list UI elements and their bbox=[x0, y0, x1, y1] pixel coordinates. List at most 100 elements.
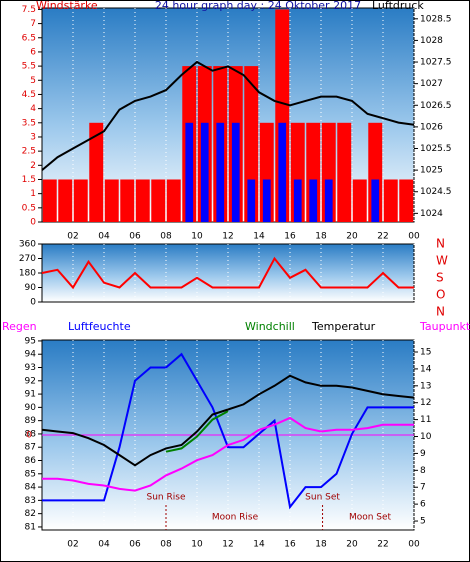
wind-bar bbox=[352, 179, 367, 222]
y-tick-label: 2.5 bbox=[22, 147, 36, 157]
wind-bar bbox=[166, 179, 181, 222]
direction-label: N bbox=[436, 237, 445, 251]
y2-tick-label: 1024.5 bbox=[420, 187, 452, 197]
annotation: Sun Rise bbox=[147, 493, 186, 503]
y-tick-label: 5 bbox=[30, 76, 36, 86]
legend-entry: Regen bbox=[2, 320, 37, 333]
y2-tick-label: 1025.5 bbox=[420, 144, 452, 154]
plot-area bbox=[41, 7, 415, 223]
x-tick-label: 14 bbox=[253, 540, 265, 550]
series-line bbox=[41, 374, 415, 467]
y-tick-label: 180 bbox=[19, 269, 36, 279]
y-tick-label: 0 bbox=[30, 298, 36, 308]
y2-tick-label: 11 bbox=[420, 415, 431, 425]
y-tick-label: 91 bbox=[25, 390, 36, 400]
x-tick-label: 08 bbox=[160, 540, 172, 550]
annotation: Sun Set bbox=[305, 493, 340, 503]
x-tick-label: 18 bbox=[315, 540, 327, 550]
x-tick-label: 08 bbox=[160, 232, 172, 242]
y-tick-label: 86 bbox=[25, 456, 37, 466]
wind-bar bbox=[185, 122, 194, 222]
wind-bar bbox=[216, 122, 225, 222]
wind-bar bbox=[73, 179, 88, 222]
y2-tick-label: 1026.5 bbox=[420, 101, 452, 111]
legend-entry: Temperatur bbox=[311, 320, 376, 333]
x-tick-label: 18 bbox=[315, 232, 327, 242]
x-tick-label: 10 bbox=[191, 540, 203, 550]
y-tick-label: 2 bbox=[30, 161, 36, 171]
y-tick-label: 6.5 bbox=[22, 33, 36, 43]
x-tick-label: 06 bbox=[129, 540, 141, 550]
y-tick-label: 88 bbox=[25, 429, 37, 439]
y-tick-label: 93 bbox=[25, 363, 36, 373]
y-tick-label: 270 bbox=[19, 254, 36, 264]
y-tick-label: 82 bbox=[25, 509, 36, 519]
wind-bar bbox=[120, 179, 135, 222]
y2-tick-label: 1028.5 bbox=[420, 14, 452, 24]
wind-bar bbox=[42, 179, 57, 222]
y-tick-label: 85 bbox=[25, 469, 36, 479]
wind-bar bbox=[293, 179, 302, 222]
series-line bbox=[42, 352, 414, 510]
wind-bar bbox=[262, 179, 271, 222]
x-tick-label: 22 bbox=[377, 540, 388, 550]
wind-bar bbox=[399, 179, 414, 222]
y-tick-label: 83 bbox=[25, 496, 36, 506]
y-axis-title: Windstärke bbox=[36, 0, 98, 12]
x-tick-label: 04 bbox=[98, 232, 110, 242]
y2-tick-label: 14 bbox=[420, 364, 432, 374]
y-tick-label: 84 bbox=[25, 483, 37, 493]
y-tick-label: 7 bbox=[30, 19, 36, 29]
y-tick-label: 0 bbox=[30, 218, 36, 228]
direction-label: S bbox=[436, 271, 444, 285]
y2-tick-label: 10 bbox=[420, 432, 432, 442]
y-tick-label: 90 bbox=[25, 283, 37, 293]
y-tick-label: 0.5 bbox=[22, 203, 36, 213]
annotation: Moon Rise bbox=[212, 513, 259, 523]
annotation: Moon Set bbox=[349, 513, 392, 523]
x-tick-label: 00 bbox=[408, 540, 420, 550]
wind-bar bbox=[337, 122, 352, 222]
y2-axis-title: Luftdruck bbox=[372, 0, 424, 12]
x-tick-label: 12 bbox=[222, 540, 233, 550]
x-tick-label: 20 bbox=[346, 232, 358, 242]
y2-tick-label: 1024 bbox=[420, 209, 443, 219]
y2-tick-label: 1027 bbox=[420, 79, 443, 89]
direction-label: O bbox=[436, 288, 445, 302]
legend-entry: Windchill bbox=[245, 320, 295, 333]
y2-tick-label: 1025 bbox=[420, 166, 443, 176]
x-tick-label: 06 bbox=[129, 232, 141, 242]
y-tick-label: 3 bbox=[30, 132, 36, 142]
x-tick-label: 16 bbox=[284, 540, 296, 550]
y-tick-label: 4 bbox=[30, 104, 36, 114]
y-tick-label: 3.5 bbox=[22, 118, 36, 128]
y-tick-label: 4.5 bbox=[22, 90, 36, 100]
direction-label: N bbox=[436, 305, 445, 319]
series-line bbox=[41, 60, 415, 171]
legend-entry: Taupunkt bbox=[419, 320, 470, 333]
y2-tick-label: 7 bbox=[420, 483, 426, 493]
y-tick-label: 87 bbox=[25, 443, 36, 453]
x-tick-label: 10 bbox=[191, 232, 203, 242]
legend-entry: Luftfeuchte bbox=[68, 320, 131, 333]
y-tick-label: 6 bbox=[30, 47, 36, 57]
wind-bar bbox=[58, 179, 73, 222]
y2-tick-label: 5 bbox=[420, 517, 426, 527]
x-tick-label: 14 bbox=[253, 232, 265, 242]
y-tick-label: 5.5 bbox=[22, 62, 36, 72]
x-tick-label: 20 bbox=[346, 540, 358, 550]
y-tick-label: 95 bbox=[25, 336, 36, 346]
wind-bar bbox=[104, 179, 119, 222]
y2-tick-label: 1027.5 bbox=[420, 58, 452, 68]
x-tick-label: 02 bbox=[67, 232, 78, 242]
wind-bar bbox=[324, 179, 333, 222]
x-tick-label: 22 bbox=[377, 232, 388, 242]
x-tick-label: 12 bbox=[222, 232, 233, 242]
wind-bar bbox=[200, 122, 209, 222]
wind-bar bbox=[383, 179, 398, 222]
y-tick-label: 92 bbox=[25, 376, 36, 386]
x-tick-label: 16 bbox=[284, 232, 296, 242]
y-tick-label: 1 bbox=[30, 189, 36, 199]
y-tick-label: 90 bbox=[25, 403, 37, 413]
